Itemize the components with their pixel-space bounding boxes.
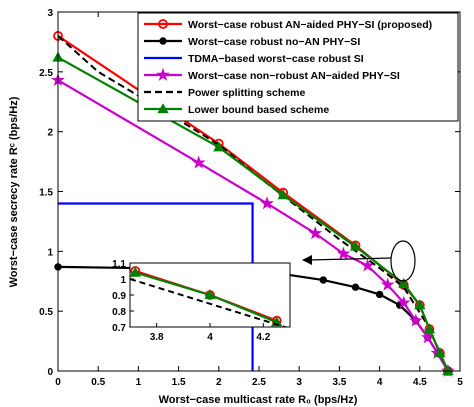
legend-entry-worst-case-non-robust-an-aided-phy-si: Worst−case non−robust AN−aided PHY−SI [144,67,400,82]
legend-label: TDMA−based worst−case robust SI [188,53,364,65]
x-tick-label: 1.5 [172,377,186,388]
legend-entry-tdma-based-worst-case-robust-si: TDMA−based worst−case robust SI [144,53,364,65]
inset-y-tick-label: 1 [120,275,126,286]
inset-x-tick-label: 3.8 [150,332,164,343]
inset-y-tick-label: 1.1 [112,259,126,270]
y-tick-label: 1.5 [39,188,53,199]
data-point [380,277,395,291]
legend-entry-worst-case-robust-an-aided-phy-si-proposed: Worst−case robust AN−aided PHY−SI (propo… [144,19,432,31]
series-lower-bound-based-scheme [52,51,454,376]
legend-swatch-marker [156,67,170,81]
data-point [277,189,289,200]
legend: Worst−case robust AN−aided PHY−SI (propo… [137,12,459,122]
zoom-annotation [302,240,416,282]
y-axis-label: Worst−case secrecy rate Rᶜ (bps/Hz) [8,96,20,287]
inset-x-tick-label: 4.2 [256,332,270,343]
x-tick-label: 3 [296,377,302,388]
series-power-splitting-scheme [57,35,449,372]
data-point [414,299,426,310]
data-point [351,283,360,291]
data-point [396,295,411,309]
legend-box [137,12,459,122]
x-tick-label: 2 [216,377,222,388]
legend-swatch-marker [157,103,169,114]
inset-series-line [130,278,289,327]
data-point [398,277,410,288]
series-line [57,35,449,372]
x-tick-label: 4 [377,377,383,388]
inset-series-group [130,266,289,327]
data-point [375,290,384,299]
y-tick-label: 2 [47,128,53,139]
x-axis-label: Worst−case multicast rate R₀ (bps/Hz) [159,394,358,406]
y-tick-label: 3 [47,8,53,19]
data-point [408,313,423,327]
y-tick-label: 0.5 [39,307,53,318]
x-tick-label: 3.5 [332,377,346,388]
zoom-arrow-head [302,255,312,265]
legend-swatch-marker [158,19,168,29]
x-tick-label: 2.5 [252,377,266,388]
legend-entry-lower-bound-based-scheme: Lower bound based scheme [144,103,329,116]
x-tick-label: 0.5 [91,377,105,388]
legend-label: Worst−case robust AN−aided PHY−SI (propo… [188,19,432,31]
data-point [260,196,274,210]
x-tick-label: 0 [55,377,61,388]
data-point [442,365,454,376]
x-tick-label: 4.5 [413,377,427,388]
data-point [308,226,323,240]
zoom-arrow-line [307,257,392,261]
legend-label: Lower bound based scheme [188,104,329,116]
data-point [336,246,351,260]
legend-label: Worst−case robust no−AN PHY−SI [188,36,360,48]
data-point [423,323,436,334]
inset-x-tick-label: 4 [207,332,213,343]
y-tick-label: 1 [47,247,53,258]
inset-data-point [204,289,216,300]
inset-data-point [130,266,141,277]
series-worst-case-non-robust-an-aided-phy-si [51,72,455,377]
inset-y-tick-label: 0.9 [112,291,126,302]
data-point [349,240,362,251]
inset-y-tick-label: 0.8 [112,307,126,318]
data-point [213,141,225,152]
data-point [191,155,206,169]
inset-y-tick-label: 0.7 [112,323,126,334]
data-point [319,276,328,284]
x-tick-label: 5 [457,377,463,388]
inset-series-lower-bound-based-scheme [130,266,283,327]
zoom-ellipse [390,240,416,282]
inset-zoom-plot: 3.8 4 4.2 0.7 0.8 0.9 1 1.1 [112,259,291,343]
y-tick-label: 0 [47,367,53,378]
data-point [434,347,446,358]
legend-label: Worst−case non−robust AN−aided PHY−SI [188,70,400,82]
legend-label: Power splitting scheme [188,87,305,99]
data-point [360,258,375,272]
y-tick-label: 2.5 [39,68,53,79]
legend-entry-worst-case-robust-no-an-phy-si: Worst−case robust no−AN PHY−SI [144,36,360,48]
x-tick-label: 1 [136,377,142,388]
legend-entry-power-splitting-scheme: Power splitting scheme [144,87,305,99]
legend-swatch-marker [159,37,167,45]
inset-series-power-splitting-scheme [130,278,289,327]
